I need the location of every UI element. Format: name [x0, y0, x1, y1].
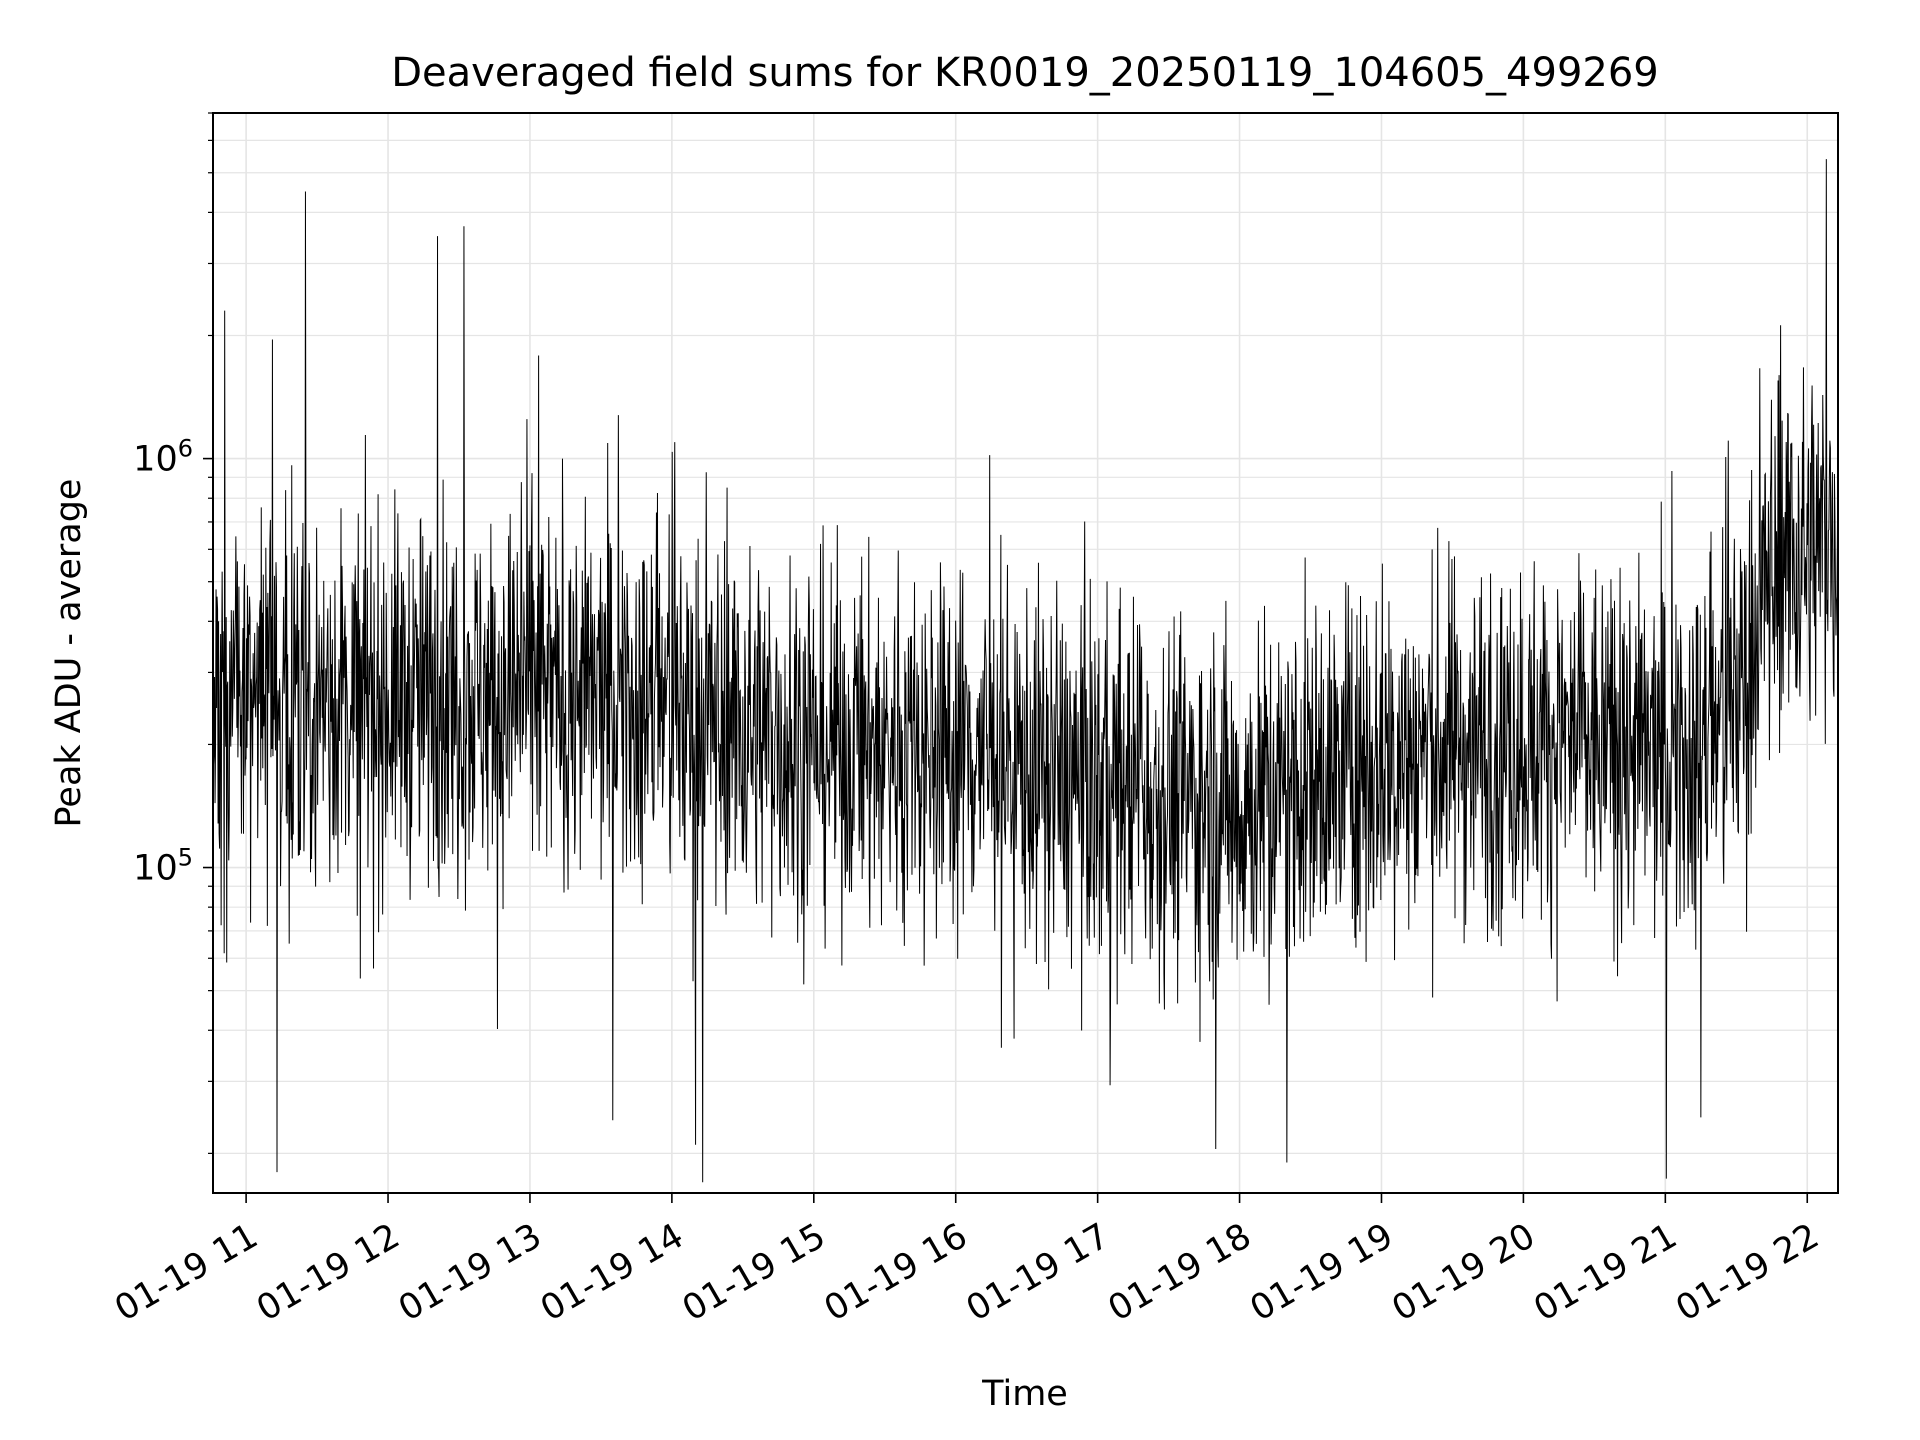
plot-frame — [212, 112, 1839, 1194]
y-tick-label: 105 — [133, 844, 193, 889]
y-tick-label: 106 — [133, 435, 193, 480]
chart-title: Deaveraged field sums for KR0019_2025011… — [391, 50, 1659, 96]
y-axis-label: Peak ADU - average — [49, 479, 89, 828]
x-axis-label: Time — [981, 1374, 1068, 1414]
y-axis-ticks: 105 106 — [133, 112, 213, 1154]
series-signal — [212, 159, 1839, 1183]
grid-lines — [213, 112, 1838, 1193]
series-line — [212, 159, 1839, 1183]
